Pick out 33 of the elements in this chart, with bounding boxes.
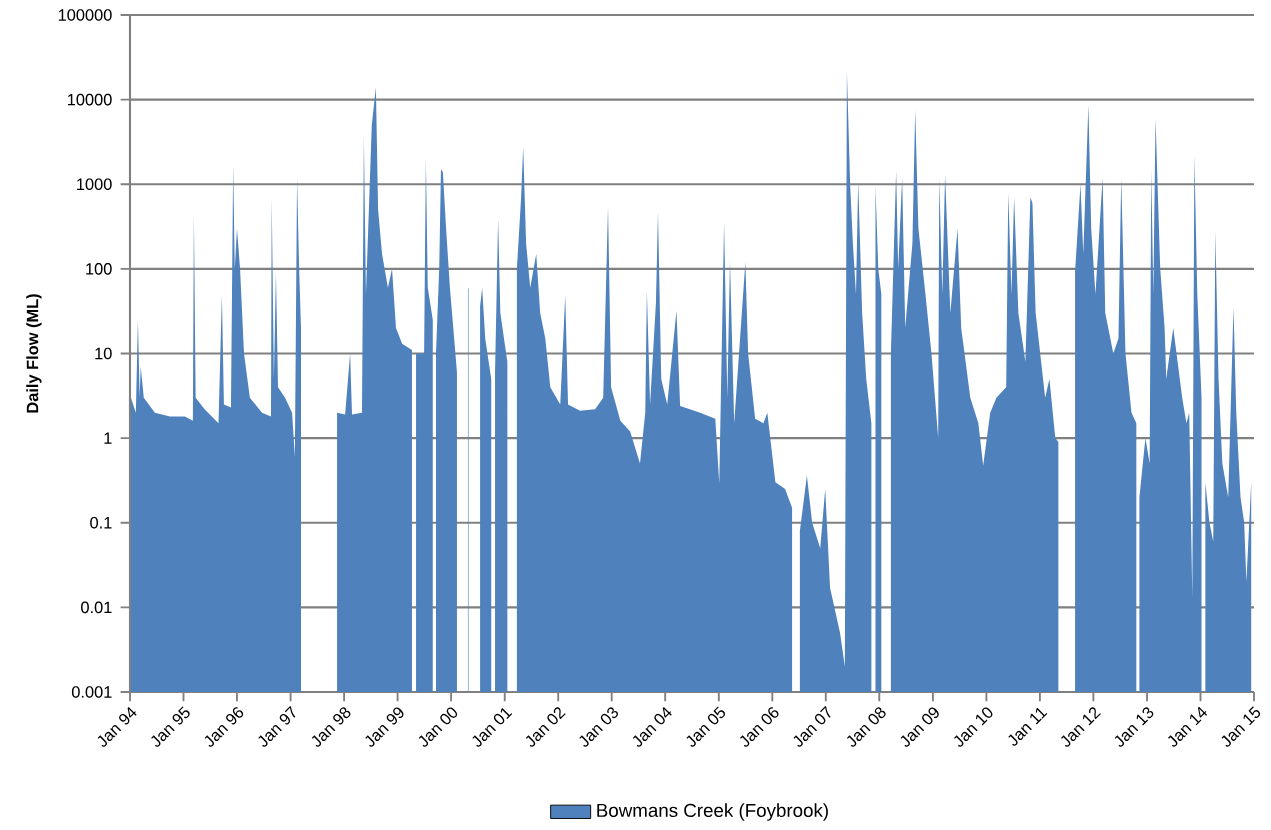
x-tick-label: Jan 05 [686, 706, 726, 747]
x-tick-label: Jan 01 [472, 707, 513, 747]
x-tick-label: Jan 14 [1168, 706, 1208, 747]
y-tick-label: 100000 [58, 9, 112, 21]
x-tick-label: Jan 08 [846, 707, 886, 747]
x-tick-label: Jan 15 [1221, 706, 1261, 747]
y-tick-label: 1000 [77, 178, 112, 191]
y-tick-label: 0.1 [90, 516, 112, 529]
y-axis-title: Daily Flow (ML) [26, 294, 42, 413]
x-tick-label: Jan 13 [1114, 707, 1154, 747]
x-tick-label: Jan 09 [900, 707, 939, 747]
x-tick-label: Jan 02 [525, 707, 566, 747]
legend-label: Bowmans Creek (Foybrook) [597, 803, 828, 821]
y-tick-label: 1 [104, 432, 112, 444]
x-tick-label: Jan 11 [1008, 707, 1048, 746]
x-tick-label: Jan 07 [793, 706, 831, 747]
y-tick-label: 0.001 [71, 686, 112, 698]
y-tick-label: 100 [86, 263, 112, 275]
x-tick-label: Jan 96 [204, 707, 244, 747]
x-tick-label: Jan 03 [579, 707, 619, 747]
x-tick-label: Jan 99 [365, 707, 404, 747]
x-tick-label: Jan 97 [258, 706, 296, 747]
x-tick-label: Jan 06 [739, 707, 779, 747]
x-tick-label: Jan 12 [1061, 707, 1101, 747]
y-tick-label: 10 [95, 347, 112, 360]
x-tick-label: Jan 10 [954, 707, 993, 747]
x-tick-label: Jan 04 [632, 706, 672, 747]
x-tick-label: Jan 95 [151, 706, 190, 747]
x-tick-label: Jan 00 [418, 707, 458, 747]
x-tick-label: Jan 94 [97, 706, 137, 747]
y-tick-label: 0.01 [81, 601, 112, 614]
x-tick-label: Jan 98 [311, 707, 351, 747]
y-tick-label: 10000 [67, 93, 112, 106]
